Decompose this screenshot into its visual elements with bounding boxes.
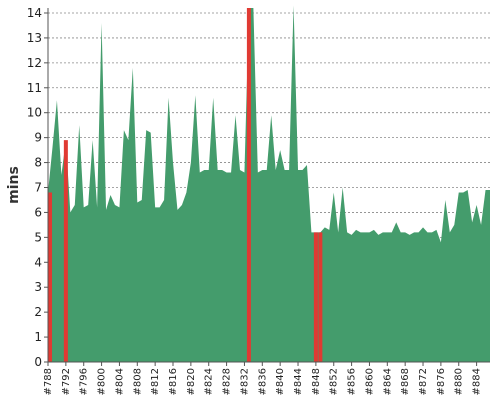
x-tick-label: #812 [150, 368, 161, 395]
x-tick-label: #828 [222, 368, 233, 395]
y-tick-label: 0 [34, 355, 42, 369]
series-area [48, 5, 490, 362]
y-tick-label: 8 [34, 156, 42, 170]
y-tick-label: 2 [34, 305, 42, 319]
y-tick-label: 9 [34, 131, 42, 145]
highlight-bar [318, 232, 323, 362]
x-tick-label: #848 [311, 368, 322, 395]
axes [44, 8, 490, 366]
x-tick-label: #792 [61, 368, 72, 395]
y-tick-label: 3 [34, 280, 42, 294]
y-tick-label: 7 [34, 180, 42, 194]
x-tick-label: #840 [275, 368, 286, 395]
highlight-bar [313, 232, 318, 362]
y-tick-label: 11 [27, 81, 42, 95]
highlight-bar [63, 140, 68, 362]
y-axis-label: mins [6, 166, 22, 204]
x-tick-labels: #788 #792 #796 #800 #804 #808 #812 #816 #820 #824… [43, 368, 483, 395]
x-tick-label: #808 [132, 368, 143, 395]
y-tick-label: 14 [27, 6, 42, 20]
x-tick-label: #788 [43, 368, 54, 395]
x-tick-label: #836 [257, 368, 268, 395]
y-tick-label: 10 [27, 106, 42, 120]
x-tick-label: #796 [79, 368, 90, 395]
series-area-path [48, 5, 490, 362]
x-tick-label: #800 [97, 368, 108, 395]
x-tick-label: #832 [239, 368, 250, 395]
x-tick-label: #872 [418, 368, 429, 395]
y-tick-label: 6 [34, 205, 42, 219]
x-tick-label: #876 [436, 368, 447, 395]
x-tick-label: #864 [382, 368, 393, 395]
y-tick-label: 1 [34, 330, 42, 344]
y-tick-label: 5 [34, 230, 42, 244]
highlight-bar [48, 192, 53, 362]
highlight-bar [246, 8, 251, 362]
x-tick-label: #852 [329, 368, 340, 395]
x-tick-label: #868 [400, 368, 411, 395]
x-tick-label: #816 [168, 368, 179, 395]
x-tick-label: #824 [204, 368, 215, 395]
x-tick-label: #804 [114, 368, 125, 395]
x-tick-label: #844 [293, 368, 304, 395]
y-tick-label: 13 [27, 31, 42, 45]
y-tick-label: 12 [27, 56, 42, 70]
y-tick-label: 4 [34, 255, 42, 269]
highlight-bars [48, 8, 323, 362]
x-tick-label: #856 [347, 368, 358, 395]
x-tick-label: #880 [454, 368, 465, 395]
x-tick-label: #820 [186, 368, 197, 395]
x-tick-label: #884 [472, 368, 483, 395]
x-tick-label: #860 [364, 368, 375, 395]
